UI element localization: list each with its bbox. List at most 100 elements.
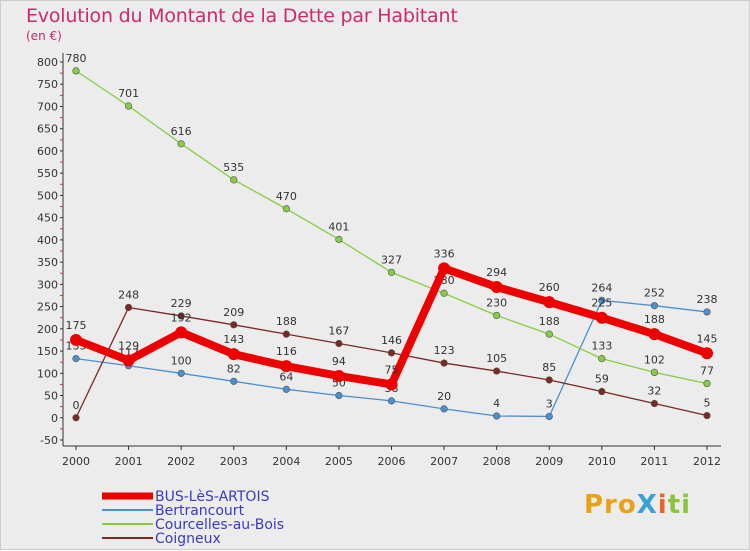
x-tick-label: 2003: [220, 455, 248, 468]
data-label: 146: [381, 334, 402, 347]
data-label: 188: [276, 315, 297, 328]
data-label: 238: [697, 293, 718, 306]
data-point: [545, 412, 553, 421]
x-tick-label: 2012: [693, 455, 721, 468]
legend-label-1: BUS-LèS-ARTOIS: [155, 489, 270, 505]
data-point: [282, 330, 290, 338]
data-label: 5: [704, 397, 711, 410]
x-tick-label: 2002: [167, 455, 195, 468]
data-label: 225: [591, 297, 612, 310]
data-point: [227, 348, 240, 361]
legend-label-4: Coigneux: [155, 531, 221, 547]
data-point: [124, 102, 133, 110]
y-tick-label: 400: [37, 234, 58, 247]
data-point: [493, 367, 501, 375]
data-point: [175, 326, 188, 339]
x-tick-label: 2007: [430, 455, 458, 468]
y-tick-label: 550: [37, 167, 58, 180]
data-label: 780: [66, 52, 87, 65]
x-tick-label: 2011: [640, 455, 668, 468]
data-point: [280, 360, 293, 373]
data-point: [72, 67, 80, 75]
y-tick-label: -50: [40, 434, 58, 447]
data-point: [335, 339, 343, 348]
y-tick-label: 500: [37, 189, 58, 202]
y-tick-label: 0: [51, 412, 58, 425]
data-point: [650, 399, 659, 408]
x-tick-label: 2004: [272, 455, 300, 468]
data-label: 116: [276, 345, 297, 358]
x-tick-label: 2010: [588, 455, 616, 468]
data-label: 94: [332, 355, 346, 368]
data-label: 701: [118, 87, 139, 100]
x-tick-label: 2008: [483, 455, 511, 468]
data-point: [648, 328, 661, 341]
data-point: [703, 308, 711, 316]
data-label: 209: [223, 306, 244, 319]
y-tick-label: 650: [37, 123, 58, 136]
data-label: 64: [279, 370, 293, 383]
data-label: 252: [644, 287, 665, 300]
data-point: [72, 414, 80, 422]
data-label: 0: [73, 399, 80, 412]
data-point: [124, 303, 133, 312]
data-label: 175: [66, 319, 87, 332]
data-label: 123: [434, 344, 455, 357]
data-point: [650, 368, 659, 377]
data-label: 100: [171, 354, 192, 367]
y-tick-label: 600: [37, 145, 58, 158]
data-label: 230: [486, 296, 507, 309]
data-label: 129: [118, 339, 139, 352]
data-point: [230, 321, 238, 329]
data-point: [701, 347, 713, 360]
data-point: [598, 355, 606, 363]
data-point: [598, 387, 606, 396]
data-label: 336: [434, 247, 455, 260]
y-tick-label: 750: [37, 78, 58, 91]
data-label: 59: [595, 373, 609, 386]
data-point: [335, 391, 343, 400]
data-label: 85: [542, 361, 556, 374]
data-label: 264: [591, 281, 612, 294]
data-label: 248: [118, 288, 139, 301]
data-point: [387, 268, 396, 276]
data-point: [598, 296, 606, 304]
data-label: 188: [644, 313, 665, 326]
y-tick-label: 250: [37, 301, 58, 314]
data-label: 105: [486, 352, 507, 365]
data-point: [282, 385, 290, 393]
data-point: [703, 411, 711, 420]
data-label: 133: [591, 340, 612, 353]
data-label: 260: [539, 281, 560, 294]
data-label: 143: [223, 333, 244, 346]
data-label: 167: [328, 324, 349, 337]
data-label: 188: [539, 315, 560, 328]
x-tick-label: 2006: [378, 455, 406, 468]
data-label: 616: [171, 125, 192, 138]
legend-label-3: Courcelles-au-Bois: [155, 517, 284, 533]
data-point: [332, 369, 345, 382]
x-tick-label: 2005: [325, 455, 353, 468]
chart-unit: (en €): [26, 29, 62, 43]
data-label: 470: [276, 190, 297, 203]
data-label: 145: [697, 332, 718, 345]
data-label: 192: [171, 311, 192, 324]
data-label: 77: [700, 365, 714, 378]
data-point: [493, 412, 501, 420]
proxiti-logo: ProXiti: [584, 490, 692, 520]
data-point: [543, 296, 556, 309]
x-tick-label: 2001: [115, 455, 143, 468]
data-label: 20: [437, 390, 451, 403]
data-point: [177, 140, 185, 148]
data-point: [440, 359, 448, 367]
data-label: 3: [546, 397, 553, 410]
data-point: [545, 330, 553, 338]
data-label: 102: [644, 353, 665, 366]
y-tick-label: 200: [37, 323, 58, 336]
y-tick-label: 450: [37, 212, 58, 225]
data-point: [282, 205, 290, 213]
data-label: 535: [223, 161, 244, 174]
data-point: [230, 176, 238, 184]
